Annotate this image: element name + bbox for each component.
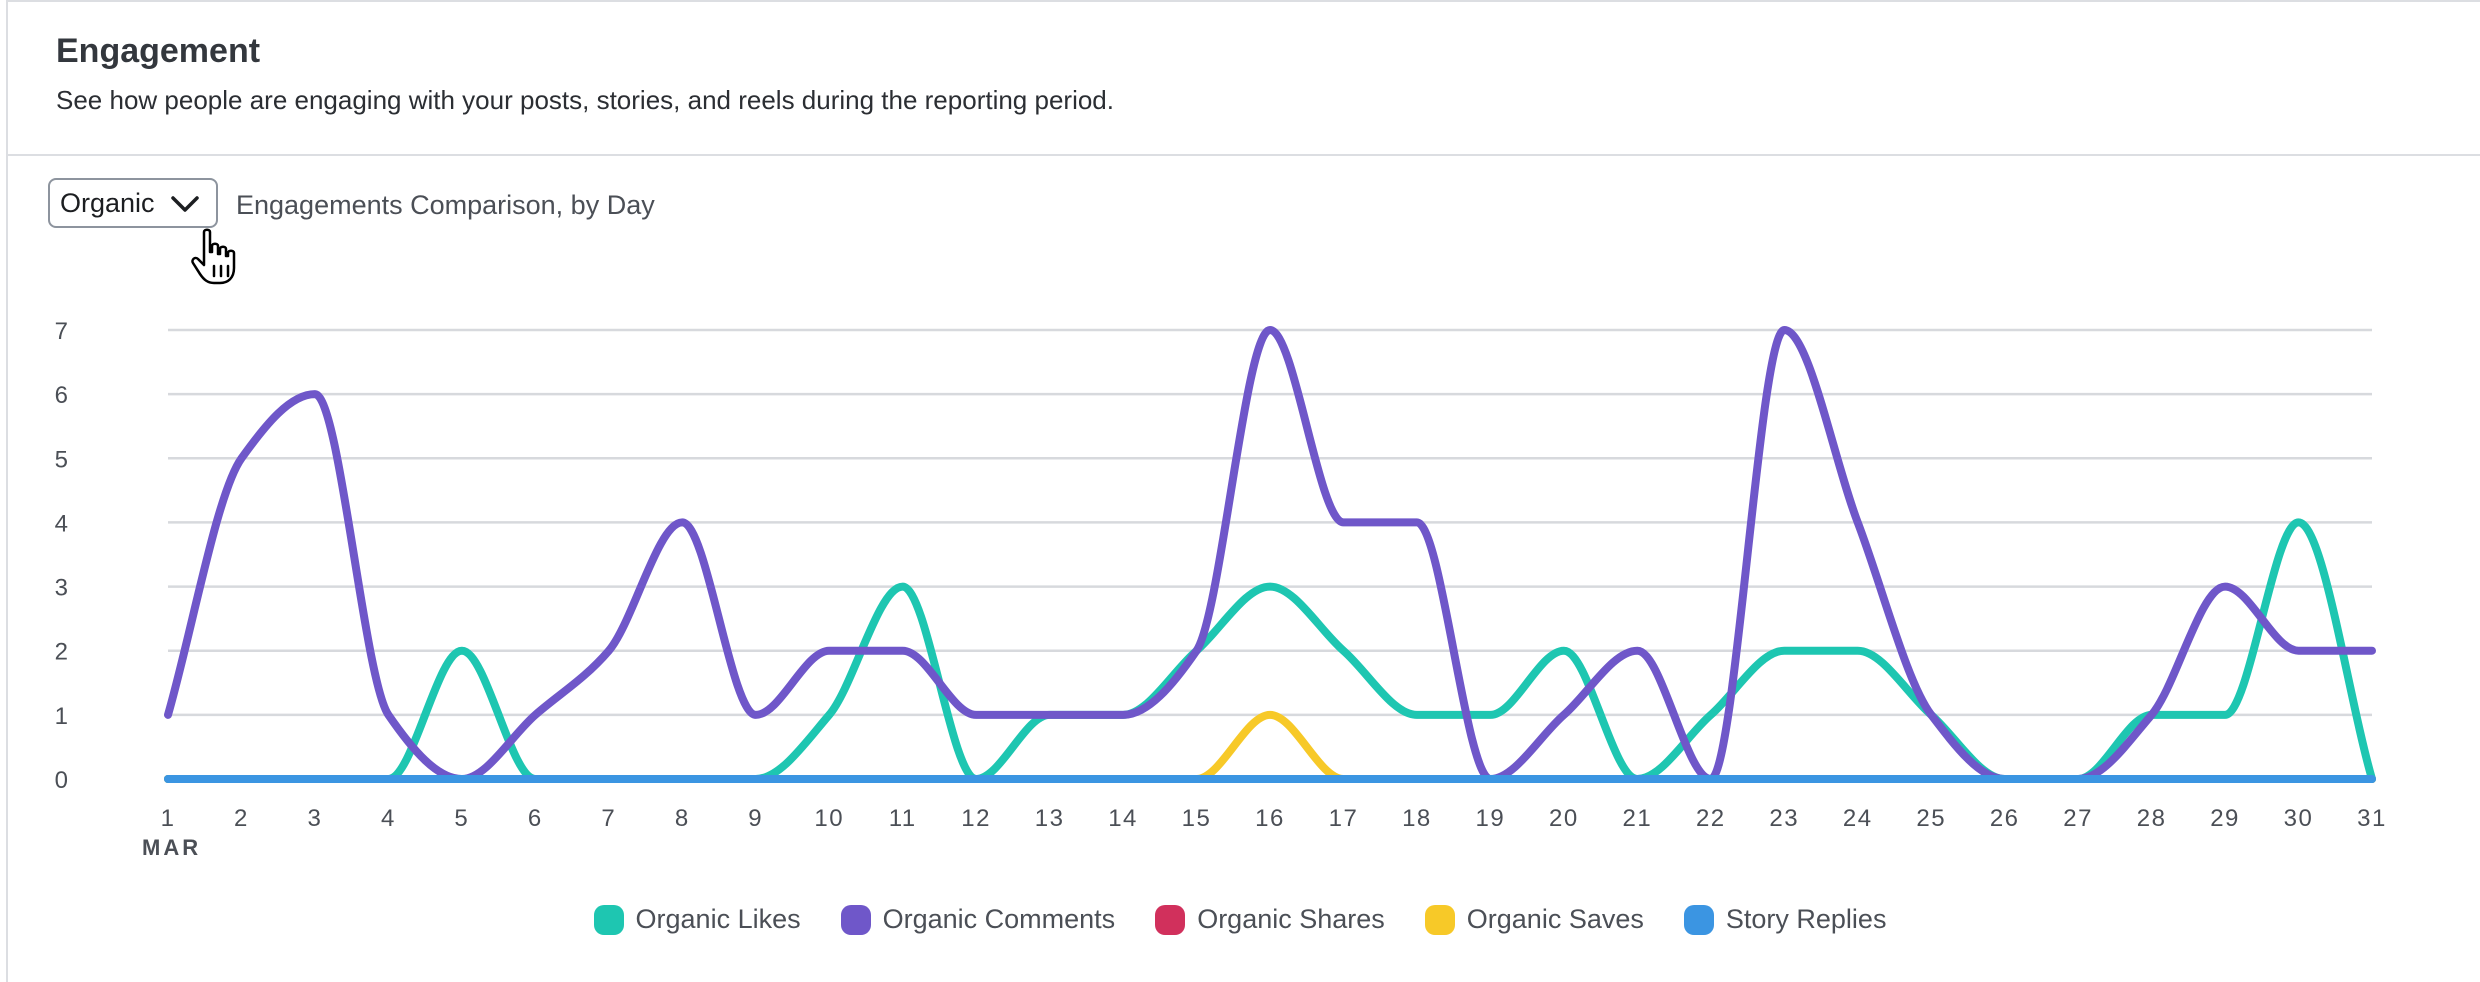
x-tick-label: 3 — [308, 805, 323, 832]
y-tick-label: 1 — [55, 703, 68, 730]
legend-swatch — [1424, 904, 1455, 935]
x-tick-label: 18 — [1402, 805, 1432, 832]
legend-label: Organic Comments — [882, 904, 1116, 934]
y-tick-label: 0 — [55, 767, 68, 794]
series-line-organic-comments — [164, 326, 2376, 784]
y-tick-label: 6 — [55, 382, 68, 409]
x-tick-label: 19 — [1476, 805, 1506, 832]
x-tick-label: 10 — [814, 805, 844, 832]
legend-label: Organic Likes — [635, 904, 801, 934]
legend-item-organic-saves[interactable]: Organic Saves — [1424, 904, 1644, 935]
x-tick-label: 29 — [2210, 805, 2240, 832]
x-month-label: MAR — [142, 835, 201, 860]
x-tick-label: 22 — [1696, 805, 1726, 832]
x-tick-label: 1 — [161, 805, 176, 832]
chevron-down-icon — [171, 196, 199, 212]
x-tick-label: 16 — [1255, 805, 1285, 832]
header-divider — [8, 154, 2480, 156]
hand-pointer-icon — [191, 228, 236, 285]
x-tick-label: 31 — [2357, 805, 2387, 832]
x-tick-label: 13 — [1035, 805, 1065, 832]
legend-item-organic-shares[interactable]: Organic Shares — [1155, 904, 1385, 935]
legend-item-organic-comments[interactable]: Organic Comments — [840, 904, 1116, 935]
organic-dropdown[interactable]: Organic — [48, 178, 218, 228]
x-tick-label: 23 — [1769, 805, 1799, 832]
x-tick-label: 14 — [1108, 805, 1138, 832]
legend-label: Organic Saves — [1466, 904, 1644, 934]
legend-item-story-replies[interactable]: Story Replies — [1683, 904, 1887, 935]
comparison-label: Engagements Comparison, by Day — [236, 190, 655, 220]
x-tick-label: 17 — [1329, 805, 1359, 832]
card-title: Engagement — [56, 32, 261, 70]
x-tick-label: 6 — [528, 805, 543, 832]
chart-legend: Organic Likes Organic Comments Organic Sha… — [0, 904, 2480, 935]
card-subtitle: See how people are engaging with your po… — [56, 85, 1114, 115]
x-tick-label: 12 — [961, 805, 991, 832]
x-tick-label: 7 — [601, 805, 616, 832]
legend-item-organic-likes[interactable]: Organic Likes — [593, 904, 801, 935]
legend-swatch — [1683, 904, 1714, 935]
x-tick-label: 5 — [454, 805, 469, 832]
legend-label: Story Replies — [1725, 904, 1887, 934]
x-tick-label: 20 — [1549, 805, 1579, 832]
card-header: Engagement See how people are engaging w… — [56, 32, 1114, 116]
x-tick-label: 27 — [2063, 805, 2093, 832]
dropdown-value: Organic — [60, 187, 155, 218]
x-tick-label: 4 — [381, 805, 396, 832]
x-tick-label: 28 — [2137, 805, 2167, 832]
x-tick-label: 21 — [1622, 805, 1652, 832]
x-tick-label: 24 — [1843, 805, 1873, 832]
x-tick-label: 9 — [748, 805, 763, 832]
legend-label: Organic Shares — [1197, 904, 1385, 934]
x-tick-label: 2 — [234, 805, 249, 832]
legend-swatch — [840, 904, 871, 935]
y-tick-label: 4 — [55, 510, 68, 537]
y-tick-label: 3 — [55, 575, 68, 602]
x-tick-label: 8 — [675, 805, 690, 832]
x-tick-label: 30 — [2284, 805, 2314, 832]
legend-swatch — [1155, 904, 1186, 935]
x-tick-label: 25 — [1916, 805, 1946, 832]
y-tick-label: 2 — [55, 639, 68, 666]
y-tick-label: 5 — [55, 446, 68, 473]
x-tick-label: 11 — [889, 805, 917, 832]
x-tick-label: 26 — [1990, 805, 2020, 832]
y-tick-label: 7 — [55, 318, 68, 345]
engagement-card: Engagement See how people are engaging w… — [6, 0, 2480, 982]
x-tick-label: 15 — [1182, 805, 1212, 832]
legend-swatch — [593, 904, 624, 935]
